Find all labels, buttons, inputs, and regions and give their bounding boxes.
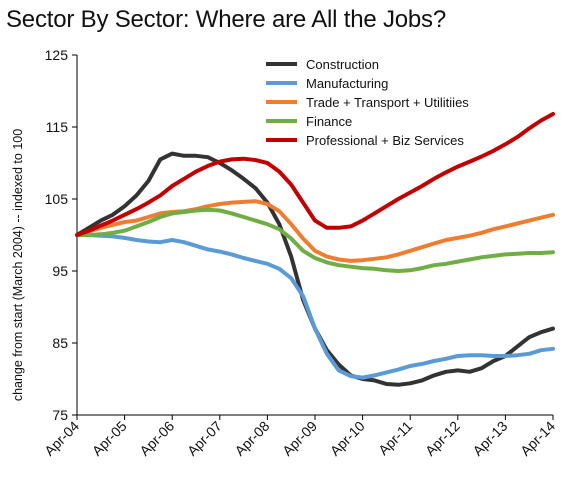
y-tick-label: 125	[45, 47, 69, 63]
legend-label: Manufacturing	[306, 76, 388, 91]
y-tick-label: 105	[45, 191, 69, 207]
chart-title: Sector By Sector: Where are All the Jobs…	[6, 6, 447, 33]
legend-label: Professional + Biz Services	[306, 133, 464, 148]
series-lines	[75, 112, 555, 387]
y-tick-label: 75	[52, 407, 68, 423]
legend-label: Trade + Transport + Utilitiies	[306, 95, 469, 110]
x-tick-label: Apr-09	[279, 418, 320, 459]
y-tick-label: 95	[52, 263, 68, 279]
series-line-finance	[75, 207, 555, 273]
y-axis-label: change from start (March 2004) -- indexe…	[11, 129, 25, 401]
x-tick-label: Apr-11	[375, 418, 415, 458]
x-tick-label: Apr-08	[231, 418, 272, 459]
x-tick-label: Apr-12	[422, 418, 463, 459]
x-tick-label: Apr-06	[136, 418, 177, 459]
series-line-professional-biz-services	[75, 112, 555, 237]
x-tick-label: Apr-05	[89, 418, 130, 459]
x-tick-label: Apr-04	[41, 418, 82, 459]
legend-label: Finance	[306, 114, 352, 129]
x-tick-label: Apr-13	[469, 418, 510, 459]
series-line-manufacturing	[75, 233, 555, 380]
x-tick-label: Apr-10	[327, 418, 368, 459]
series-line-construction	[75, 151, 555, 387]
y-tick-label: 85	[52, 335, 68, 351]
y-tick-label: 115	[46, 119, 69, 135]
x-tick-label: Apr-07	[184, 418, 225, 459]
legend: Construction Manufacturing Trade + Transpo…	[266, 57, 469, 148]
legend-label: Construction	[306, 57, 379, 72]
x-tick-label: Apr-14	[517, 418, 558, 459]
series-line-trade-transport-utilitiies	[75, 199, 555, 263]
